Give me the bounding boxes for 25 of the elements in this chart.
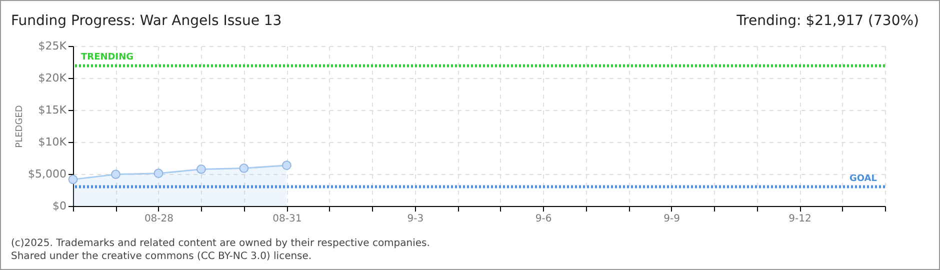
x-tick-label: 08-28 <box>144 214 174 224</box>
text: Trending: $21,917 (730%) <box>736 13 919 29</box>
point <box>239 164 249 173</box>
ref-line-label: TRENDING <box>81 52 134 63</box>
x-tick-label: 9-12 <box>788 214 812 224</box>
y-axis-title: PLEDGED <box>15 105 26 148</box>
y-tick-label: $0 <box>52 200 66 212</box>
y-tick-label: $5,000 <box>28 168 66 180</box>
point <box>68 174 78 184</box>
chart-title: Funding Progress: War Angels Issue 13 <box>11 13 282 29</box>
point <box>282 160 292 170</box>
x-tick-label: 08-31 <box>272 214 302 224</box>
point <box>154 168 164 178</box>
ref-line-label: GOAL <box>850 174 878 184</box>
y-tick-label: $15K <box>38 104 68 116</box>
y-tick-label: $10K <box>38 136 68 148</box>
x-tick-label: 9-6 <box>535 214 552 224</box>
x-tick-label: 9-9 <box>664 214 680 224</box>
text: (c)2025. Trademarks and related content are owned by their respective companies. <box>11 238 430 249</box>
y-tick-label: $25K <box>38 40 68 52</box>
point <box>196 164 206 174</box>
point <box>111 170 120 179</box>
text: Shared under the creative commons (CC BY-NC 3.0) license. <box>11 251 312 262</box>
x-tick-label: 9-3 <box>407 214 424 224</box>
y-tick-label: $20K <box>38 72 68 84</box>
